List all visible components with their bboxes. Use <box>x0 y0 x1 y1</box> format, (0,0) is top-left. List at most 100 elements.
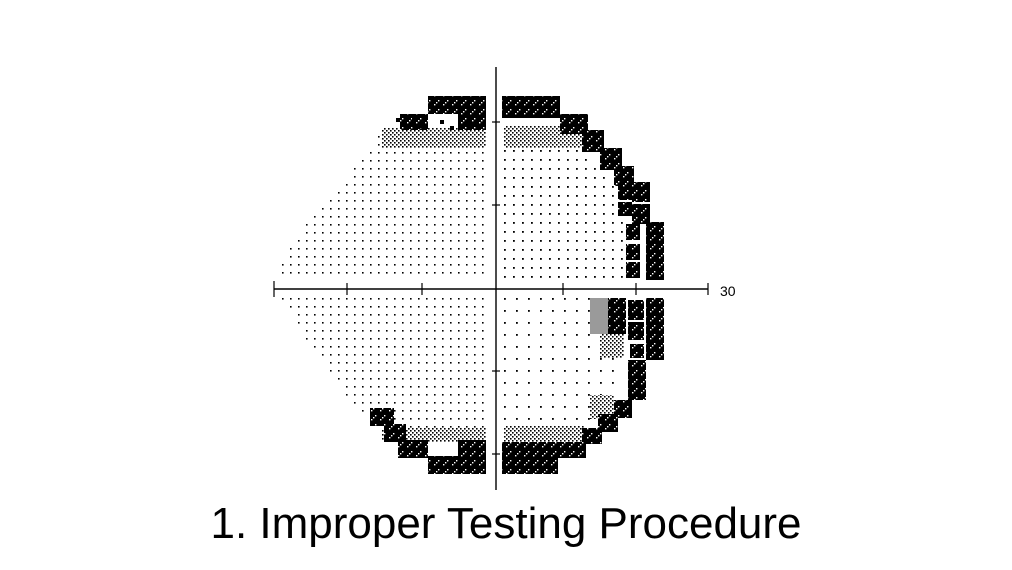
field-dot <box>482 346 484 348</box>
field-dot <box>322 256 324 258</box>
field-dot <box>522 159 524 161</box>
field-dot <box>402 394 404 396</box>
field-dot <box>354 362 356 364</box>
field-dot <box>362 346 364 348</box>
field-dot <box>576 358 578 360</box>
field-dot <box>394 378 396 380</box>
field-dot <box>442 216 444 218</box>
field-dot <box>362 394 364 396</box>
field-dot <box>621 267 623 269</box>
field-dot <box>402 354 404 356</box>
field-dot <box>531 231 533 233</box>
field-dot <box>394 338 396 340</box>
field-dot <box>513 249 515 251</box>
field-dot <box>558 204 560 206</box>
field-dot <box>585 186 587 188</box>
field-dot <box>504 334 506 336</box>
field-dot <box>558 222 560 224</box>
field-dot <box>306 306 308 308</box>
field-dot <box>426 176 428 178</box>
field-dot <box>418 402 420 404</box>
field-dot <box>474 386 476 388</box>
field-dot <box>330 248 332 250</box>
field-dot <box>564 334 566 336</box>
field-dot <box>504 258 506 260</box>
field-dot <box>442 272 444 274</box>
field-dot <box>394 314 396 316</box>
field-dot <box>576 150 578 152</box>
edge-speck <box>470 122 474 126</box>
field-dot <box>378 322 380 324</box>
field-dot <box>540 346 542 348</box>
field-dot <box>434 208 436 210</box>
field-dot <box>564 406 566 408</box>
field-dot <box>418 264 420 266</box>
field-dot <box>354 386 356 388</box>
field-dot <box>567 213 569 215</box>
field-dot <box>567 177 569 179</box>
field-dot <box>394 370 396 372</box>
field-dot <box>458 410 460 412</box>
field-dot <box>402 184 404 186</box>
field-dot <box>378 184 380 186</box>
field-dot <box>466 370 468 372</box>
defect-block <box>384 424 406 442</box>
field-dot <box>482 192 484 194</box>
field-dot <box>442 240 444 242</box>
field-dot <box>516 298 518 300</box>
field-dot <box>386 152 388 154</box>
field-dot <box>338 264 340 266</box>
field-dot <box>346 314 348 316</box>
field-dot <box>386 272 388 274</box>
field-dot <box>612 258 614 260</box>
field-dot <box>594 195 596 197</box>
field-dot <box>558 249 560 251</box>
field-dot <box>418 418 420 420</box>
field-dot <box>418 322 420 324</box>
field-dot <box>594 240 596 242</box>
field-dot <box>330 298 332 300</box>
field-dot <box>482 272 484 274</box>
field-dot <box>621 249 623 251</box>
field-dot <box>458 208 460 210</box>
field-dot <box>442 168 444 170</box>
field-dot <box>466 338 468 340</box>
field-dot <box>386 298 388 300</box>
field-dot <box>522 222 524 224</box>
field-dot <box>410 152 412 154</box>
field-dot <box>531 168 533 170</box>
field-dot <box>402 216 404 218</box>
field-dot <box>378 224 380 226</box>
field-dot <box>354 184 356 186</box>
defect-block <box>556 442 586 458</box>
field-dot <box>549 186 551 188</box>
field-dot <box>585 240 587 242</box>
field-dot <box>410 272 412 274</box>
field-dot <box>442 402 444 404</box>
field-dot <box>338 378 340 380</box>
field-dot <box>458 248 460 250</box>
defect-block <box>502 442 558 456</box>
field-dot <box>482 176 484 178</box>
field-dot <box>603 240 605 242</box>
field-dot <box>576 334 578 336</box>
field-dot <box>402 298 404 300</box>
field-dot <box>482 378 484 380</box>
field-dot <box>330 264 332 266</box>
field-dot <box>322 306 324 308</box>
field-dot <box>458 240 460 242</box>
field-dot <box>558 240 560 242</box>
field-dot <box>426 418 428 420</box>
field-dot <box>466 330 468 332</box>
field-dot <box>549 168 551 170</box>
field-dot <box>346 386 348 388</box>
field-dot <box>549 258 551 260</box>
field-dot <box>474 216 476 218</box>
field-dot <box>585 159 587 161</box>
field-dot <box>330 322 332 324</box>
field-dot <box>504 382 506 384</box>
field-dot <box>330 208 332 210</box>
field-dot <box>418 370 420 372</box>
field-dot <box>354 176 356 178</box>
edge-speck <box>440 120 444 124</box>
